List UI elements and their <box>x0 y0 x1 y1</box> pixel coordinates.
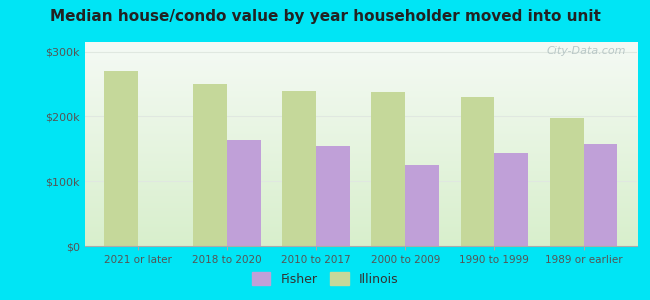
Bar <box>104 71 138 246</box>
Bar <box>406 165 439 246</box>
Bar <box>193 84 227 246</box>
Bar <box>550 118 584 246</box>
Bar <box>461 97 495 246</box>
Legend: Fisher, Illinois: Fisher, Illinois <box>247 267 403 291</box>
Bar <box>227 140 261 246</box>
Bar <box>371 92 406 246</box>
Text: Median house/condo value by year householder moved into unit: Median house/condo value by year househo… <box>49 9 601 24</box>
Bar <box>584 144 618 246</box>
Bar <box>495 153 528 246</box>
Bar <box>282 91 316 246</box>
Bar <box>316 146 350 246</box>
Text: City-Data.com: City-Data.com <box>547 46 626 56</box>
